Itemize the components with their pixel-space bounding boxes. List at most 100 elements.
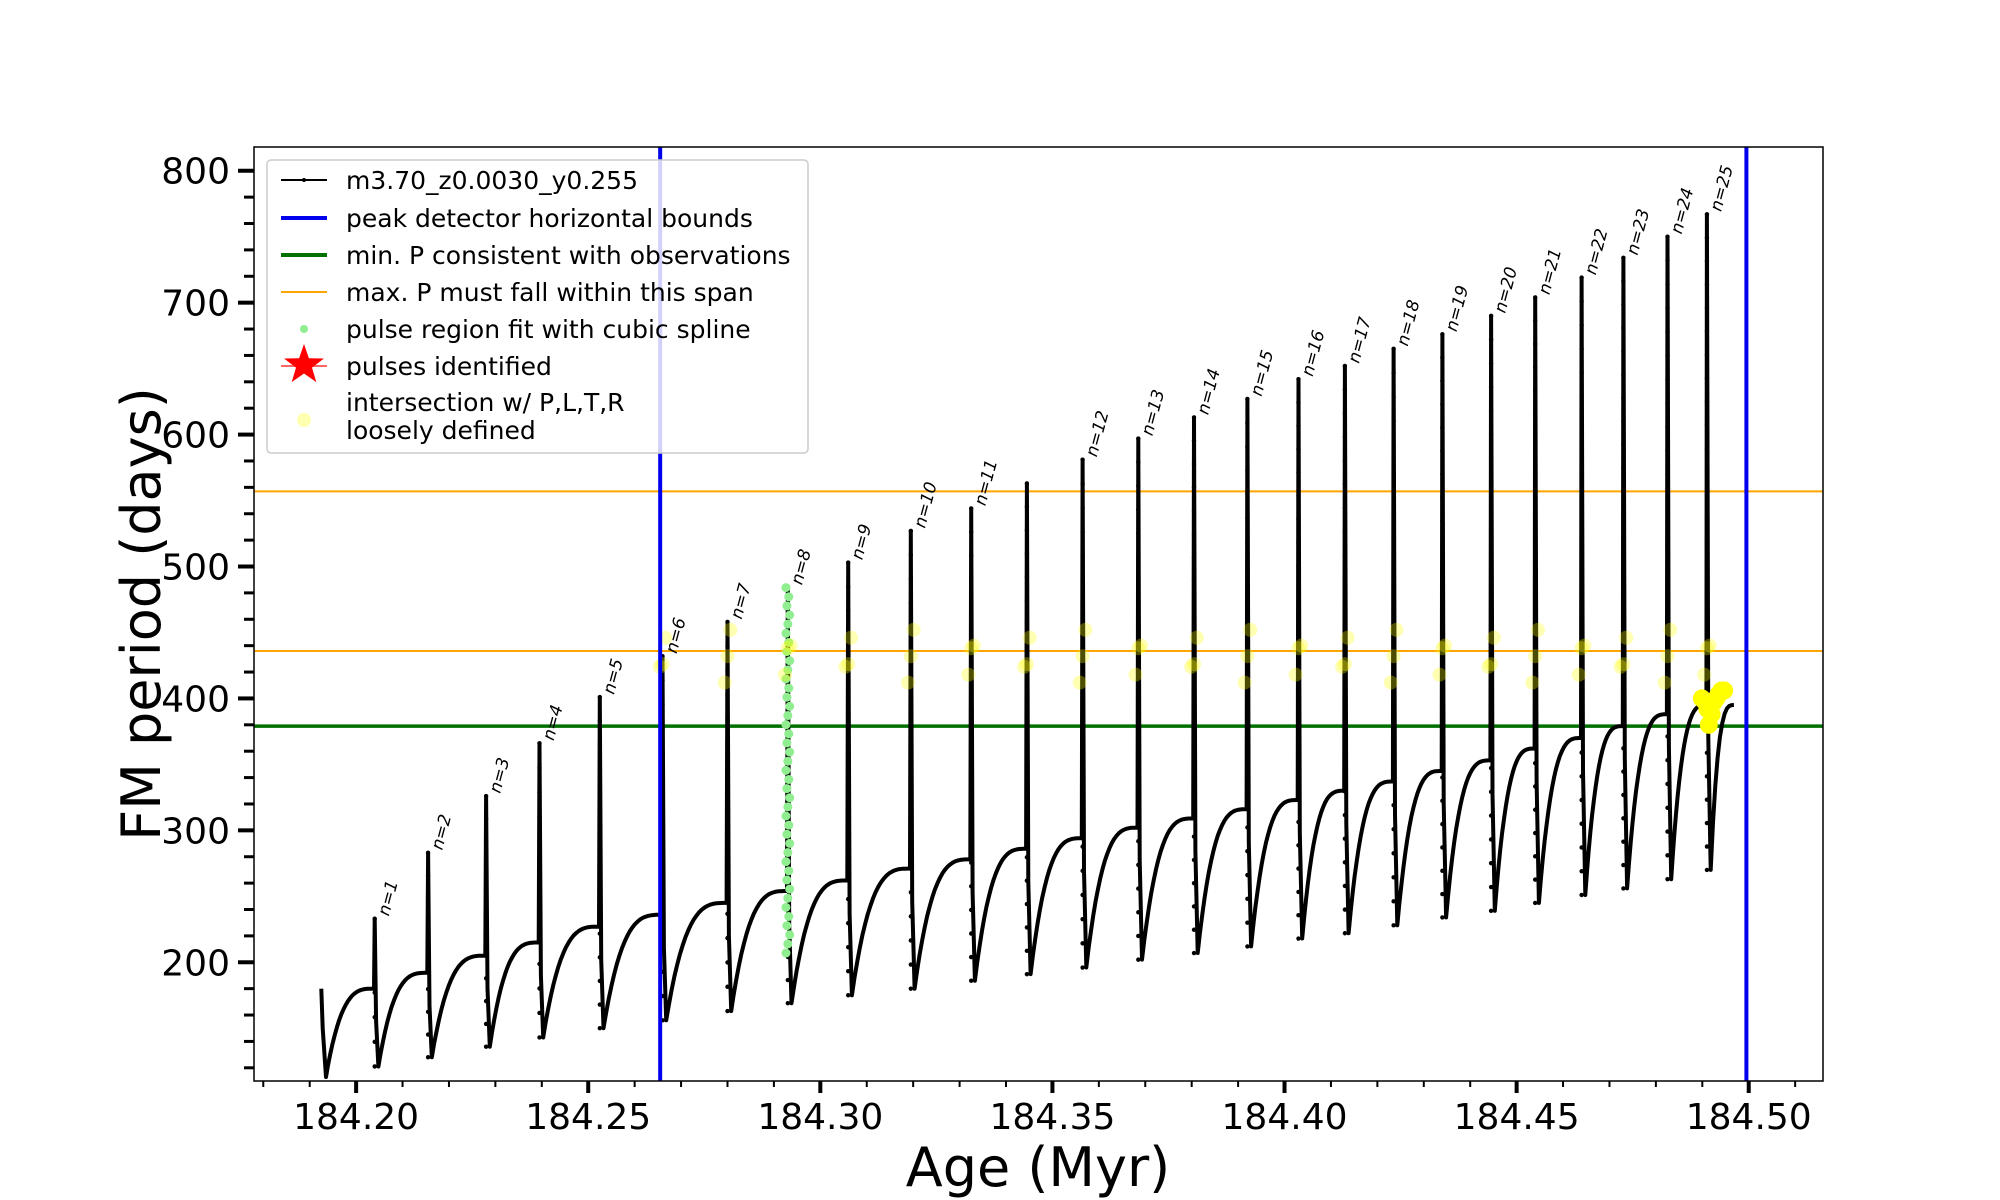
track-point [1579, 465, 1584, 470]
track-point [1621, 278, 1626, 284]
track-point [1391, 466, 1396, 472]
spline-point [781, 583, 791, 593]
track-point [537, 790, 542, 795]
track-point [1136, 696, 1141, 702]
pulse-label: n=7 [727, 581, 756, 621]
track-point [1296, 400, 1301, 405]
track-point [597, 1002, 603, 1007]
track-point [1579, 845, 1584, 850]
track-point [1342, 860, 1348, 865]
track-point [1191, 694, 1197, 700]
track-point [1391, 682, 1396, 688]
spline-point [782, 921, 792, 931]
track-point [845, 993, 851, 998]
track-point [1665, 234, 1670, 239]
track-point [1024, 901, 1030, 907]
track-point [1532, 388, 1538, 393]
track-point [1024, 598, 1030, 603]
track-point [725, 644, 730, 649]
spline-point [783, 893, 793, 903]
track-point [1440, 588, 1445, 594]
track-point [1342, 552, 1348, 558]
track-point [1296, 376, 1301, 382]
track-point [1296, 610, 1301, 615]
intersection-marker [1134, 638, 1149, 653]
pulse-label: n=8 [787, 547, 816, 587]
track-point [1391, 490, 1396, 496]
track-point [845, 608, 851, 613]
intersection-marker [1438, 638, 1453, 653]
track-point [1665, 353, 1670, 358]
x-tick-label: 184.50 [1686, 1097, 1812, 1138]
pulse-label: n=10 [910, 480, 941, 530]
track-point [1391, 754, 1396, 760]
track-point [1245, 777, 1250, 783]
track-point [1191, 811, 1197, 816]
legend-frame [266, 159, 809, 454]
track-point [1488, 694, 1494, 699]
track-point [968, 506, 974, 511]
track-point [1621, 582, 1626, 587]
track-point [968, 860, 974, 865]
track-point [1245, 825, 1250, 830]
track-point [968, 600, 974, 606]
track-point [1296, 656, 1301, 662]
track-point [1579, 536, 1584, 542]
intersection-marker [1022, 630, 1037, 645]
track-point [968, 577, 974, 582]
track-point [1080, 675, 1085, 680]
track-point [1488, 623, 1494, 628]
track-point [1621, 746, 1626, 751]
track-point [1579, 750, 1584, 755]
track-point [1665, 757, 1670, 763]
track-point [845, 656, 851, 661]
track-point [1296, 866, 1301, 871]
track-point [1296, 773, 1301, 778]
track-point [968, 978, 974, 983]
pulse-label: n=18 [1393, 298, 1424, 348]
track-point [968, 813, 974, 818]
track-point [845, 776, 851, 782]
y-tick-label: 600 [161, 416, 230, 457]
intersection-marker [1619, 630, 1634, 645]
track-point [1579, 394, 1584, 399]
track-point [1532, 691, 1538, 696]
track-point [1440, 612, 1445, 617]
track-point [1080, 650, 1085, 656]
track-point [968, 529, 974, 535]
intersection-marker [901, 675, 916, 690]
track-point [1704, 375, 1710, 381]
track-point [1391, 442, 1396, 448]
intersection-marker [655, 657, 670, 672]
track-point [845, 560, 851, 565]
track-point [908, 673, 914, 678]
track-point [1665, 329, 1670, 335]
track-point [1191, 554, 1197, 560]
track-point [1665, 448, 1670, 454]
pulse-label: n=16 [1298, 328, 1329, 378]
track-point [1024, 738, 1030, 743]
track-point [1579, 512, 1584, 518]
intersection-marker [1435, 641, 1450, 656]
track-point [968, 695, 974, 700]
track-point [425, 1055, 431, 1060]
track-point [1665, 781, 1670, 787]
track-point [425, 873, 431, 878]
intersection-marker [841, 657, 856, 672]
track-point [483, 884, 489, 890]
track-point [372, 1064, 377, 1069]
track-point [1488, 575, 1494, 580]
track-point [1532, 318, 1538, 323]
track-point [1245, 468, 1250, 473]
track-point [1440, 378, 1445, 384]
track-point [597, 813, 603, 818]
track-point [1245, 706, 1250, 711]
track-point [1621, 255, 1626, 261]
track-point [1191, 508, 1197, 513]
track-point [1191, 857, 1197, 863]
track-point [1488, 480, 1494, 485]
track-point [1080, 747, 1085, 753]
track-point [1296, 819, 1301, 825]
track-point [908, 721, 914, 726]
track-point [1665, 686, 1670, 692]
